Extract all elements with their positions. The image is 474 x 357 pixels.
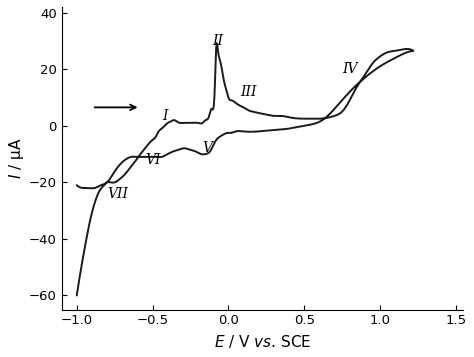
Text: V: V (202, 141, 212, 155)
Y-axis label: $I$ / μA: $I$ / μA (7, 137, 26, 179)
Text: III: III (240, 85, 256, 99)
Text: VI: VI (145, 153, 160, 167)
Text: IV: IV (342, 62, 357, 76)
Text: I: I (162, 109, 167, 123)
Text: II: II (212, 34, 223, 48)
X-axis label: $E$ / V $\it{vs}$. SCE: $E$ / V $\it{vs}$. SCE (214, 333, 311, 350)
Text: VII: VII (107, 187, 128, 201)
